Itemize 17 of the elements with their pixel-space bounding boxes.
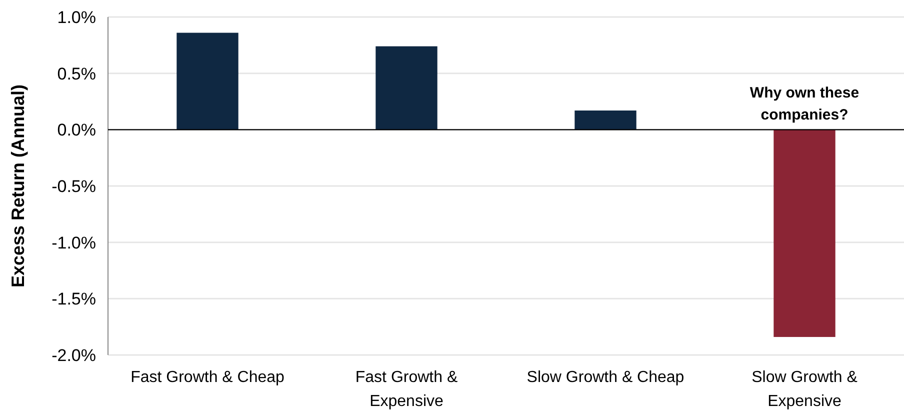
annotation: Why own these companies? bbox=[750, 84, 860, 124]
x-tick-label: Fast Growth & Cheap bbox=[130, 369, 285, 386]
y-tick-label: -1.0% bbox=[52, 233, 96, 252]
y-tick-label: -1.5% bbox=[52, 290, 96, 309]
bar bbox=[376, 46, 438, 130]
y-tick-label: 0.0% bbox=[57, 120, 96, 140]
y-tick-label: 0.5% bbox=[57, 64, 96, 84]
x-tick-label: Fast Growth & Expensive bbox=[355, 369, 458, 410]
bar bbox=[574, 110, 636, 130]
bar bbox=[774, 130, 836, 337]
y-axis-title: Excess Return (Annual) bbox=[8, 84, 28, 288]
y-tick-label: 1.0% bbox=[57, 8, 96, 27]
bar bbox=[176, 32, 238, 130]
y-tick-label: -2.0% bbox=[52, 346, 96, 365]
x-tick-label: Slow Growth & Expensive bbox=[752, 369, 858, 410]
x-tick-label: Slow Growth & Cheap bbox=[526, 369, 684, 386]
y-tick-label: -0.5% bbox=[52, 176, 96, 196]
